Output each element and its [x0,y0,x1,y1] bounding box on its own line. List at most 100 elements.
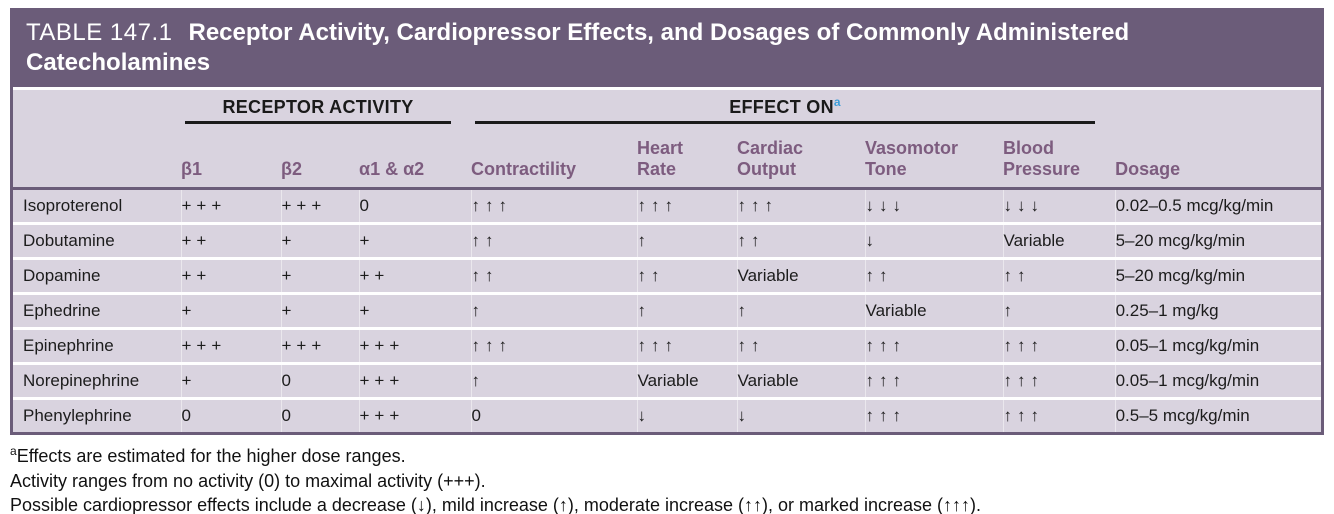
blood-pressure-cell: ↓↓↓ [1003,188,1116,224]
cardiac-output-cell: Variable [737,362,866,399]
table-row: Norepinephrine +0 +++ ↑ Variable Variable ↑↑↑ ↑… [13,362,1321,399]
beta2-cell: +++ [281,327,360,364]
footnote: Activity ranges from no activity (0) to … [10,469,1322,493]
table-title-bar: TABLE 147.1 Receptor Activity, Cardiopres… [13,11,1321,87]
beta1-cell: +++ [181,188,282,224]
contractility-cell: ↑↑ [471,257,638,294]
drug-name-cell: Dobutamine [13,222,182,259]
contractility-cell: ↑↑ [471,222,638,259]
dosage-cell: 5–20 mcg/kg/min [1115,257,1321,294]
beta1-cell: +++ [181,327,282,364]
contractility-cell: ↑ [471,292,638,329]
footnote-text: Activity ranges from no activity (0) to … [10,470,486,491]
alpha-cell: ++ [359,257,472,294]
drug-name-cell: Phenylephrine [13,397,182,433]
dosage-cell: 0.5–5 mcg/kg/min [1115,397,1321,433]
beta2-cell: 0 [281,362,360,399]
alpha-cell: +++ [359,327,472,364]
dosage-cell: 0.05–1 mcg/kg/min [1115,327,1321,364]
vasomotor-tone-cell: ↑↑↑ [865,397,1004,433]
contractility-column-header: Contractility [471,124,638,191]
table-number: TABLE 147.1 [26,19,173,46]
beta2-column-header: β2 [281,124,359,191]
footnote-marker: a [10,444,17,459]
drug-name-cell: Dopamine [13,257,182,294]
blood-pressure-cell: ↑↑↑ [1003,397,1116,433]
contractility-cell: ↑↑↑ [471,327,638,364]
effect-on-header: EFFECT ONa [475,95,1096,124]
drug-group-spacer [13,90,181,124]
contractility-cell: ↑ [471,362,638,399]
heart-rate-cell: Variable [637,362,738,399]
table-row: Isoproterenol +++ +++ 0 ↑↑↑ ↑↑↑ ↑↑↑ ↓↓↓ ↓↓↓ 0.02–… [13,188,1321,224]
beta1-column-header: β1 [181,124,281,191]
cardiac-output-cell: ↑↑↑ [737,188,866,224]
drug-name-cell: Ephedrine [13,292,182,329]
effect-on-group: EFFECT ONa [471,90,1115,124]
receptor-activity-group: RECEPTOR ACTIVITY [181,90,471,124]
beta1-cell: 0 [181,397,282,433]
footnote: Possible cardiopressor effects include a… [10,493,1322,514]
dosage-cell: 5–20 mcg/kg/min [1115,222,1321,259]
column-header-row: β1 β2 α1 & α2 Contractility Heart Rate C… [13,124,1321,191]
effect-on-label: EFFECT ON [729,97,834,117]
alpha-cell: +++ [359,362,472,399]
footnotes: aEffects are estimated for the higher do… [0,435,1334,514]
beta1-cell: ++ [181,222,282,259]
dosage-cell: 0.05–1 mcg/kg/min [1115,362,1321,399]
alpha-cell: + [359,292,472,329]
drug-column-header [13,124,181,191]
table-body: RECEPTOR ACTIVITY EFFECT ONa β1 β2 α1 & … [13,87,1321,433]
dosage-group-spacer [1115,90,1321,124]
beta1-cell: ++ [181,257,282,294]
vasomotor-tone-cell: ↓ [865,222,1004,259]
blood-pressure-cell: ↑ [1003,292,1116,329]
footnote: aEffects are estimated for the higher do… [10,444,1322,468]
page-title: Receptor Activity, Cardiopressor Effects… [26,19,1130,76]
beta2-cell: + [281,222,360,259]
table-row: Phenylephrine 0 0 +++ 0 ↓ ↓ ↑↑↑ ↑↑↑ 0.5–5 mcg/kg/… [13,397,1321,433]
heart-rate-cell: ↑↑↑ [637,327,738,364]
alpha-cell: + [359,222,472,259]
blood-pressure-cell: ↑↑ [1003,257,1116,294]
beta1-cell: + [181,292,282,329]
catecholamine-table: RECEPTOR ACTIVITY EFFECT ONa β1 β2 α1 & … [13,90,1321,433]
vasomotor-tone-cell: Variable [865,292,1004,329]
footnote-text: Possible cardiopressor effects include a… [10,495,982,514]
beta1-cell: + [181,362,282,399]
heart-rate-cell: ↓ [637,397,738,433]
blood-pressure-cell: ↑↑↑ [1003,327,1116,364]
receptor-activity-label: RECEPTOR ACTIVITY [222,97,414,117]
contractility-cell: 0 [471,397,638,433]
table-row: Ephedrine + + + ↑ ↑ ↑ Variable ↑ 0.25–1 mg/kg [13,292,1321,329]
drug-name-cell: Isoproterenol [13,188,182,224]
blood-pressure-cell: Variable [1003,222,1116,259]
contractility-cell: ↑↑↑ [471,188,638,224]
alpha-cell: +++ [359,397,472,433]
group-header-row: RECEPTOR ACTIVITY EFFECT ONa [13,90,1321,124]
dosage-cell: 0.02–0.5 mcg/kg/min [1115,196,1274,216]
vasomotor-tone-column-header: Vasomotor Tone [865,124,1004,191]
alpha-cell: 0 [359,188,472,224]
heart-rate-column-header: Heart Rate [637,124,738,191]
cardiac-output-cell: ↑↑ [737,327,866,364]
beta2-cell: + [281,292,360,329]
cardiac-output-column-header: Cardiac Output [737,124,866,191]
cardiac-output-cell: ↓ [737,397,866,433]
heart-rate-cell: ↑ [637,292,738,329]
blood-pressure-column-header: Blood Pressure [1003,124,1116,191]
beta2-cell: +++ [281,188,360,224]
blood-pressure-cell: ↑↑↑ [1003,362,1116,399]
effect-on-note-marker: a [833,95,841,109]
heart-rate-cell: ↑↑↑ [637,188,738,224]
heart-rate-cell: ↑↑ [637,257,738,294]
receptor-activity-header: RECEPTOR ACTIVITY [185,97,452,124]
table-row: Dopamine ++ + ++ ↑↑ ↑↑ Variable ↑↑ ↑↑ 5–20 mcg/kg… [13,257,1321,294]
cardiac-output-cell: ↑↑ [737,222,866,259]
vasomotor-tone-cell: ↓↓↓ [865,188,1004,224]
drug-name-cell: Norepinephrine [13,362,182,399]
dosage-column-header: Dosage [1115,124,1321,191]
alpha-column-header: α1 & α2 [359,124,472,191]
table-row: Dobutamine ++ + + ↑↑ ↑ ↑↑ ↓ Variable 5–20 mcg/kg/… [13,222,1321,259]
footnote-text: Effects are estimated for the higher dos… [16,446,406,467]
